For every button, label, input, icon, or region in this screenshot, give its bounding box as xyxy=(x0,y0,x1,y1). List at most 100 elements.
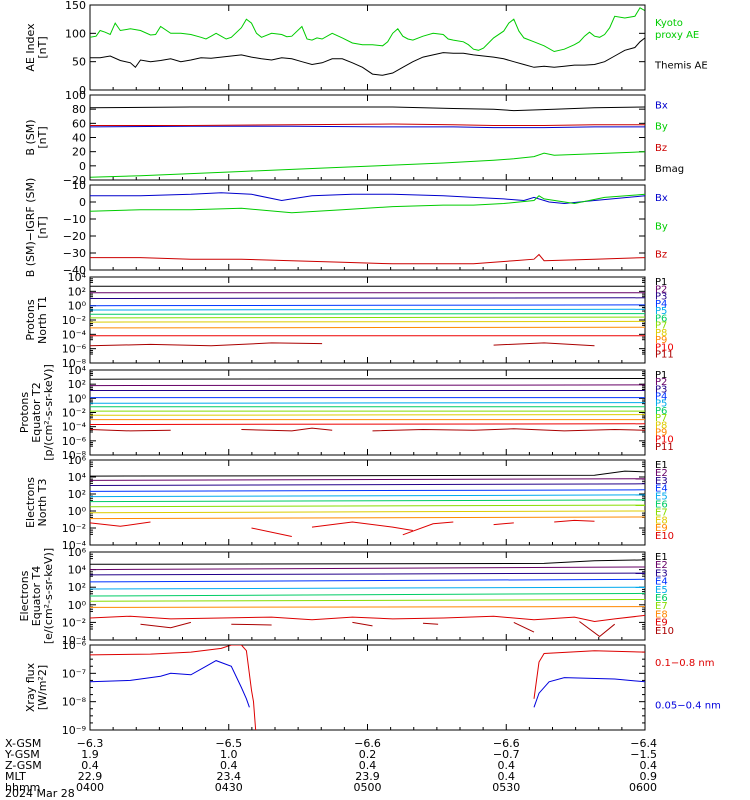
y-axis-label: [nT] xyxy=(36,126,49,148)
ephemeris-value: −1.5 xyxy=(630,748,657,761)
ephemeris-value: 0.4 xyxy=(498,770,516,783)
series-kyoto-proxy-ae xyxy=(90,7,645,53)
series-line xyxy=(90,384,645,387)
ephemeris-label: Y-GSM xyxy=(4,748,40,761)
y-tick-label: 10⁰ xyxy=(68,505,87,518)
x-axis-ephemeris: X-GSM −6.3 −6.5 −6.6 −6.6 −6.4 Y-GSM 1.9 1.0 0.2 −… xyxy=(4,737,657,800)
ephemeris-value: 23.9 xyxy=(355,770,380,783)
series-line xyxy=(90,578,645,583)
series-e7 xyxy=(90,504,645,508)
legend-label: P5 xyxy=(655,399,667,410)
series-line xyxy=(90,599,645,602)
ephemeris-value: 1.9 xyxy=(81,748,99,761)
y-tick-label: 0 xyxy=(79,160,86,173)
legend-label: E4 xyxy=(655,484,668,495)
legend-label: E8 xyxy=(655,609,668,620)
series-e4 xyxy=(90,578,645,583)
y-axis-label: Equator T4 xyxy=(30,566,43,626)
series-e10 xyxy=(140,621,616,638)
series-line xyxy=(513,621,535,633)
series-line xyxy=(90,645,257,730)
series-line xyxy=(422,622,439,625)
panel-frame xyxy=(89,644,646,731)
y-tick-label: 10⁴ xyxy=(68,564,87,577)
ephemeris-value: 0.4 xyxy=(359,759,377,772)
legend-label: P7 xyxy=(655,413,667,424)
panel-frame xyxy=(89,4,646,91)
series-line xyxy=(90,151,645,178)
series-e3 xyxy=(90,572,645,576)
panel-frame xyxy=(89,459,646,546)
y-axis-label: [nT] xyxy=(36,36,49,58)
legend-label: proxy AE xyxy=(655,30,699,41)
legend-label: Kyoto xyxy=(655,18,683,29)
legend-label: E5 xyxy=(655,585,668,596)
series-line xyxy=(90,470,645,477)
ephemeris-value: 0500 xyxy=(354,781,382,794)
series-e9 xyxy=(90,516,645,520)
series-line xyxy=(90,489,645,492)
series-p3 xyxy=(90,297,645,299)
y-axis-label: Xray flux xyxy=(24,662,37,712)
series-e8 xyxy=(90,606,645,608)
series-line xyxy=(90,125,645,129)
ephemeris-value: 0.9 xyxy=(640,770,658,783)
y-tick-label: 10⁻⁹ xyxy=(62,724,86,737)
series-line xyxy=(90,614,645,623)
legend-label: P7 xyxy=(655,321,667,332)
y-tick-label: −30 xyxy=(63,247,86,260)
series-line xyxy=(90,499,645,503)
series-line xyxy=(90,510,645,514)
series-e1 xyxy=(90,559,645,565)
series-p8 xyxy=(90,320,645,323)
series-e7 xyxy=(90,599,645,602)
y-tick-label: 20 xyxy=(72,146,86,159)
series-p11 xyxy=(90,427,645,432)
series-p1 xyxy=(90,378,645,380)
legend-label: E6 xyxy=(655,593,668,604)
legend-label: P9 xyxy=(655,427,667,438)
ephemeris-value: 1.0 xyxy=(220,748,238,761)
series-line xyxy=(90,494,645,498)
series-bmag xyxy=(90,106,645,112)
series-line xyxy=(533,650,645,699)
series-line xyxy=(90,316,645,319)
series-line xyxy=(90,521,151,527)
series-line xyxy=(90,297,645,299)
y-tick-label: 10⁻⁴ xyxy=(62,539,87,552)
y-tick-label: −20 xyxy=(63,174,86,187)
series-line xyxy=(90,504,645,508)
legend-label: E3 xyxy=(655,476,668,487)
y-tick-label: 100 xyxy=(65,27,86,40)
series-p7 xyxy=(90,316,645,319)
legend-label: E1 xyxy=(655,460,668,471)
series-line xyxy=(90,478,645,481)
series-line xyxy=(140,621,192,629)
series-line xyxy=(90,123,645,126)
legend-label: Bx xyxy=(655,100,668,111)
legend-label: E8 xyxy=(655,515,668,526)
ephemeris-value: 0600 xyxy=(629,781,657,794)
ephemeris-value: 22.9 xyxy=(78,770,103,783)
y-tick-label: 10⁶ xyxy=(68,454,87,467)
series-line xyxy=(90,483,645,486)
series-line xyxy=(90,37,645,76)
series-bz xyxy=(90,253,645,265)
ephemeris-value: 0530 xyxy=(492,781,520,794)
y-axis-label: [p/(cm²-s-sr-keV)] xyxy=(42,364,55,461)
y-axis-label: Protons xyxy=(24,299,37,340)
y-tick-label: 10² xyxy=(68,488,86,501)
legend-label: P2 xyxy=(655,377,667,388)
legend-label: Bx xyxy=(655,193,668,204)
y-tick-label: 100 xyxy=(65,89,86,102)
ephemeris-value: −6.5 xyxy=(215,737,242,750)
series-line xyxy=(90,320,645,323)
series-e9 xyxy=(90,614,645,623)
ephemeris-label: X-GSM xyxy=(5,737,41,750)
series-line xyxy=(493,522,514,526)
series-line xyxy=(90,308,645,311)
y-tick-label: −40 xyxy=(63,264,86,277)
legend-label: E10 xyxy=(655,531,674,542)
legend-label: P2 xyxy=(655,284,667,295)
y-tick-label: 10⁻⁸ xyxy=(62,449,87,462)
